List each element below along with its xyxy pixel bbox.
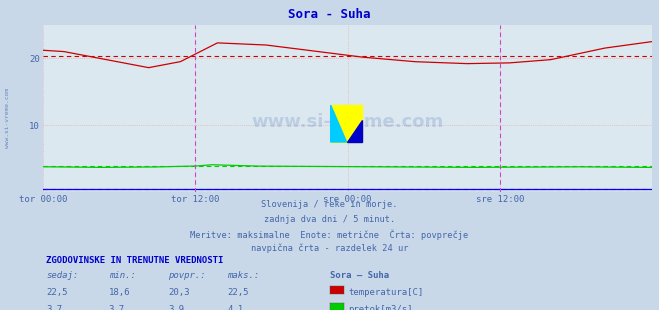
Text: Sora – Suha: Sora – Suha [330,271,389,280]
Text: zadnja dva dni / 5 minut.: zadnja dva dni / 5 minut. [264,215,395,224]
Text: 22,5: 22,5 [227,288,249,297]
Polygon shape [331,105,347,142]
Text: pretok[m3/s]: pretok[m3/s] [348,305,413,310]
Text: 22,5: 22,5 [46,288,68,297]
Text: 4,1: 4,1 [227,305,243,310]
Text: 3,9: 3,9 [168,305,184,310]
Polygon shape [347,120,362,142]
Text: Slovenija / reke in morje.: Slovenija / reke in morje. [261,200,398,209]
Text: www.si-vreme.com: www.si-vreme.com [5,88,11,148]
Text: sedaj:: sedaj: [46,271,78,280]
Text: ZGODOVINSKE IN TRENUTNE VREDNOSTI: ZGODOVINSKE IN TRENUTNE VREDNOSTI [46,256,223,265]
Text: navpična črta - razdelek 24 ur: navpična črta - razdelek 24 ur [251,243,408,253]
Text: min.:: min.: [109,271,136,280]
Text: Sora - Suha: Sora - Suha [288,8,371,21]
Bar [331,105,362,142]
Text: povpr.:: povpr.: [168,271,206,280]
Text: temperatura[C]: temperatura[C] [348,288,423,297]
Text: 3,7: 3,7 [46,305,62,310]
Text: maks.:: maks.: [227,271,260,280]
Text: 3,7: 3,7 [109,305,125,310]
Text: Meritve: maksimalne  Enote: metrične  Črta: povprečje: Meritve: maksimalne Enote: metrične Črta… [190,229,469,240]
Text: www.si-vreme.com: www.si-vreme.com [252,113,444,131]
Text: 18,6: 18,6 [109,288,130,297]
Text: 20,3: 20,3 [168,288,190,297]
